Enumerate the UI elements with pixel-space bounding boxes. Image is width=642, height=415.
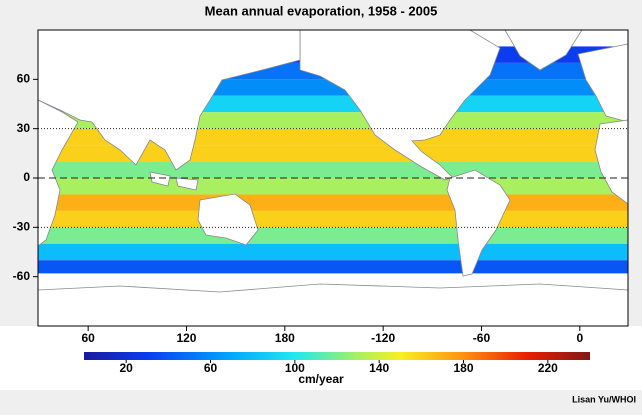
x-tick-label: 120 bbox=[176, 331, 196, 345]
evaporation-band bbox=[38, 178, 628, 195]
x-tick-label: -120 bbox=[371, 331, 395, 345]
y-tick-label: 30 bbox=[17, 121, 31, 135]
y-tick-label: 0 bbox=[23, 170, 30, 184]
evaporation-band bbox=[38, 161, 628, 178]
colorbar-tick-label: 140 bbox=[369, 361, 389, 375]
east-africa bbox=[37, 99, 79, 247]
plot-frame bbox=[37, 29, 629, 327]
north-america bbox=[299, 29, 501, 181]
colorbar-tick-label: 20 bbox=[119, 361, 133, 375]
south-america bbox=[446, 169, 511, 277]
y-tick-label: -60 bbox=[13, 269, 31, 283]
land bbox=[37, 29, 629, 327]
axes: 60 120 180 -120 -60 0 60 30 0 -30 -60 bbox=[13, 72, 628, 345]
colorbar-tick-label: 220 bbox=[538, 361, 558, 375]
evaporation-band bbox=[38, 194, 628, 211]
colorbar-tick-label: 60 bbox=[204, 361, 218, 375]
australia bbox=[197, 193, 259, 246]
colorbar-tick-label: 180 bbox=[453, 361, 473, 375]
x-tick-label: -60 bbox=[473, 331, 491, 345]
y-tick-label: 60 bbox=[17, 72, 31, 86]
y-tick-label: -30 bbox=[13, 220, 31, 234]
asia bbox=[37, 29, 301, 171]
evaporation-band bbox=[38, 210, 628, 228]
chart-title: Mean annual evaporation, 1958 - 2005 bbox=[205, 3, 438, 18]
evaporation-band bbox=[38, 227, 628, 244]
colorbar-label: cm/year bbox=[298, 372, 344, 386]
antarctica bbox=[37, 283, 629, 327]
credit: Lisan Yu/WHOI bbox=[572, 394, 636, 404]
colorbar-tick-label: 100 bbox=[285, 361, 305, 375]
evaporation-band bbox=[38, 243, 628, 261]
x-tick-label: 180 bbox=[275, 331, 295, 345]
evaporation-band bbox=[38, 260, 628, 274]
colorbar bbox=[84, 352, 590, 360]
x-tick-label: 0 bbox=[576, 331, 583, 345]
x-tick-label: 60 bbox=[81, 331, 95, 345]
indonesia bbox=[149, 171, 199, 191]
